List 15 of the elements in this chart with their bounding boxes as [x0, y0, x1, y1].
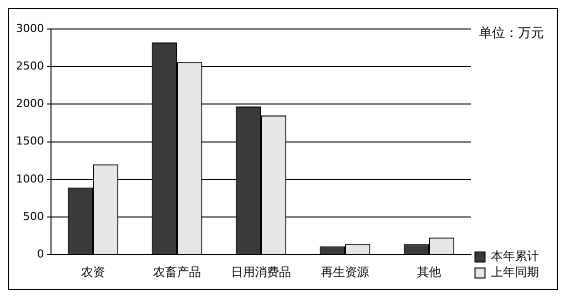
- x-tick-label: 再生资源: [321, 264, 369, 279]
- y-tick-label: 3000: [16, 22, 44, 35]
- y-tick-label: 1000: [16, 172, 44, 186]
- legend-label: 本年累计: [491, 249, 539, 264]
- text: 单位：万元: [479, 26, 544, 41]
- x-tick-label: 日用消费品: [230, 264, 291, 279]
- x-tick-label: 农畜产品: [152, 264, 201, 279]
- x-tick-label: 农资: [80, 264, 105, 279]
- legend-label: 上年同期: [491, 265, 539, 280]
- y-tick-label: 500: [22, 210, 44, 223]
- y-tick-label: 2000: [16, 97, 44, 110]
- y-tick-label: 1500: [16, 134, 44, 148]
- y-tick-label: 2500: [16, 59, 44, 72]
- x-tick-label: 其他: [417, 264, 441, 279]
- y-tick-label: 0: [36, 247, 44, 260]
